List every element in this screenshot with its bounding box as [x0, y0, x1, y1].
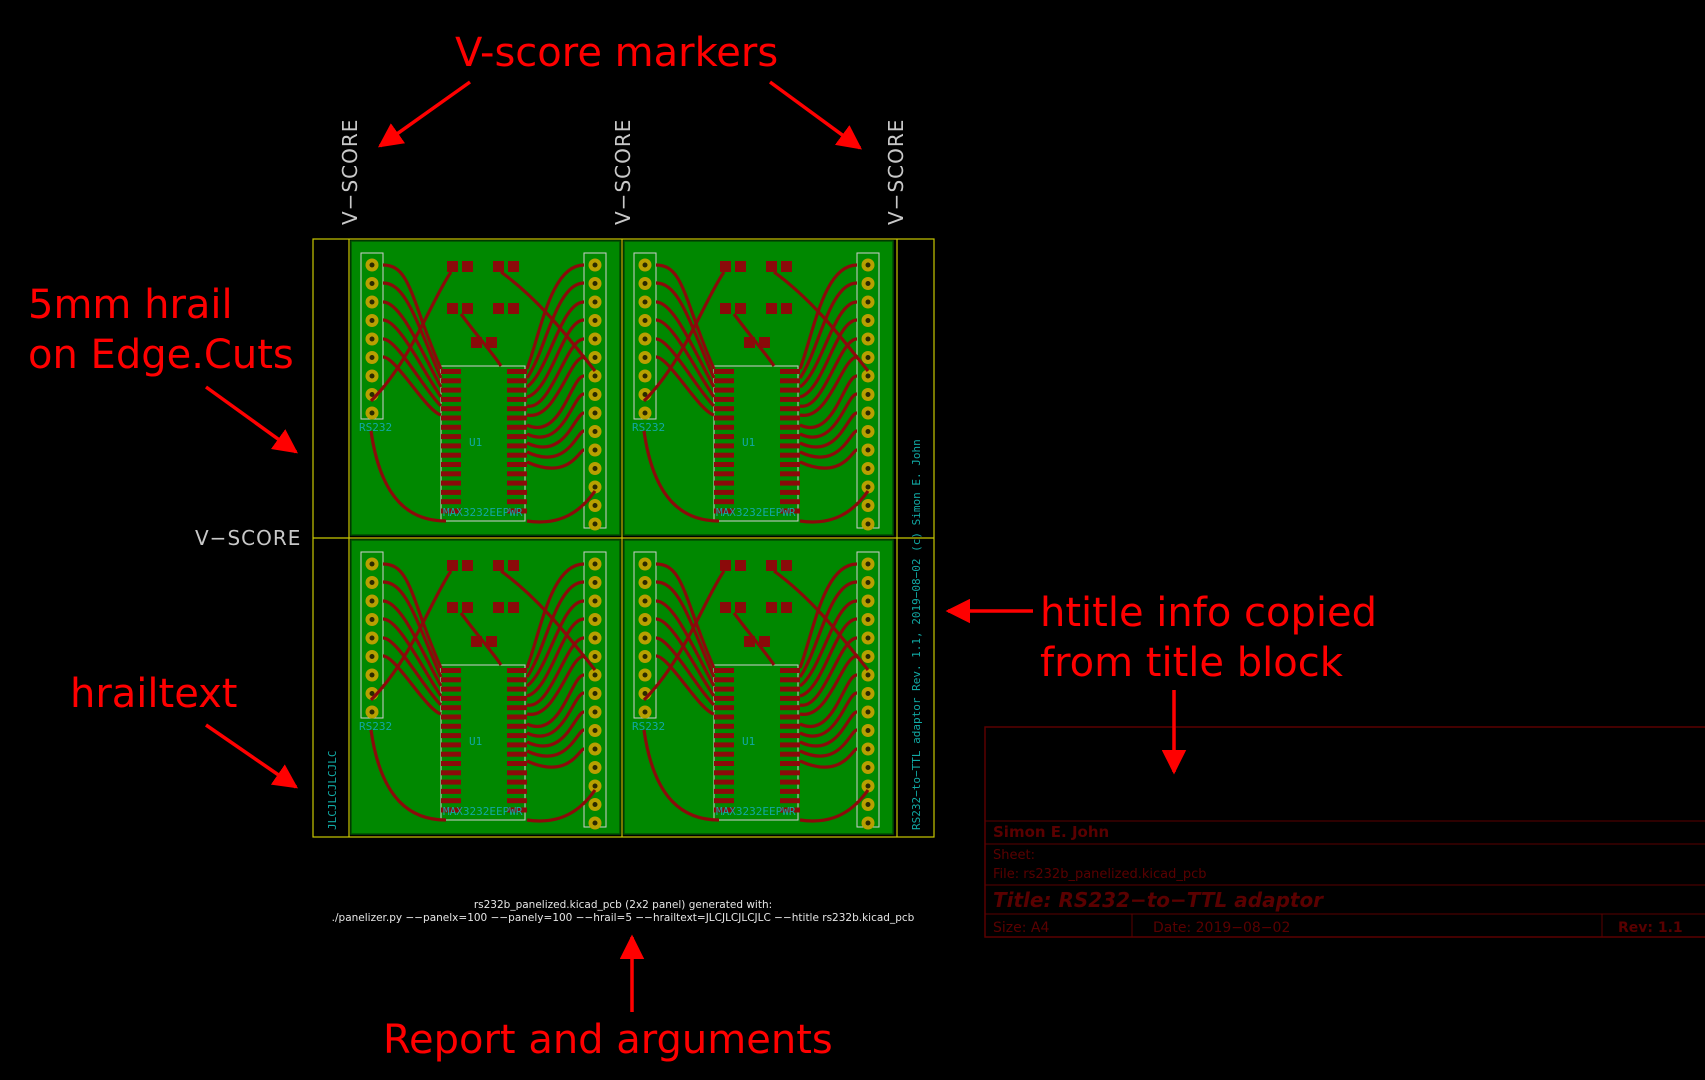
board-unit-tr: RS232 MAX3232EEPWR U1	[623, 240, 894, 536]
connector-label: RS232	[359, 720, 392, 733]
vscore-label-middle: V−SCORE	[611, 119, 635, 225]
annotation-htitle-line1: htitle info copied	[1040, 590, 1377, 636]
title-block-rev: Rev: 1.1	[1618, 920, 1683, 936]
arrow-hrail	[204, 385, 298, 454]
title-block-company: Simon E. John	[993, 823, 1109, 841]
connector-label: RS232	[632, 421, 665, 434]
vscore-label-horizontal: V−SCORE	[195, 526, 301, 550]
vscore-label-left: V−SCORE	[338, 119, 362, 225]
annotation-vscore-markers: V-score markers	[455, 30, 778, 76]
report-line-1: rs232b_panelized.kicad_pcb (2x2 panel) g…	[474, 899, 772, 911]
ic-label: MAX3232EEPWR	[716, 506, 796, 519]
annotation-hrailtext: hrailtext	[70, 671, 237, 717]
connector-label: RS232	[359, 421, 392, 434]
title-block-title: Title: RS232−to−TTL adaptor	[993, 888, 1324, 912]
arrow-hrailtext	[205, 723, 299, 789]
connector-label: RS232	[632, 720, 665, 733]
vscore-label-right: V−SCORE	[884, 119, 908, 225]
ic-label: MAX3232EEPWR	[716, 805, 796, 818]
ic-ref-label: U1	[469, 436, 482, 449]
title-block-size: Size: A4	[993, 920, 1049, 936]
hrail-text: JLCJLCJLCJLC	[326, 751, 339, 830]
board-unit-tl: RS232 MAX3232EEPWR U1	[350, 240, 621, 536]
title-block-file: File: rs232b_panelized.kicad_pcb	[993, 867, 1207, 882]
ic-ref-label: U1	[742, 436, 755, 449]
ic-label: MAX3232EEPWR	[443, 506, 523, 519]
htitle-rail-text: RS232−to−TTL adaptor Rev. 1.1, 2019−08−0…	[910, 439, 923, 830]
ic-label: MAX3232EEPWR	[443, 805, 523, 818]
title-block-sheet: Sheet:	[993, 848, 1035, 863]
annotation-htitle-line2: from title block	[1040, 640, 1344, 686]
report-line-2: ./panelizer.py −−panelx=100 −−panely=100…	[332, 912, 915, 924]
arrow-vscore-left	[378, 80, 472, 148]
board-unit-bl: RS232 MAX3232EEPWR U1	[350, 539, 621, 835]
arrow-vscore-right	[768, 80, 862, 150]
pcb-panel: RS232MAX3232EEPWRU1RS232MAX3232EEPWRU1RS…	[350, 240, 894, 835]
annotation-report: Report and arguments	[383, 1017, 833, 1063]
ic-ref-label: U1	[469, 735, 482, 748]
title-block: Simon E. John Sheet: File: rs232b_paneli…	[984, 726, 1705, 938]
annotation-hrail-line2: on Edge.Cuts	[28, 332, 294, 378]
panel-edge-cuts	[312, 238, 935, 838]
title-block-date: Date: 2019−08−02	[1153, 920, 1290, 936]
board-unit-br: RS232 MAX3232EEPWR U1	[623, 539, 894, 835]
ic-ref-label: U1	[742, 735, 755, 748]
annotation-hrail-line1: 5mm hrail	[28, 282, 233, 328]
